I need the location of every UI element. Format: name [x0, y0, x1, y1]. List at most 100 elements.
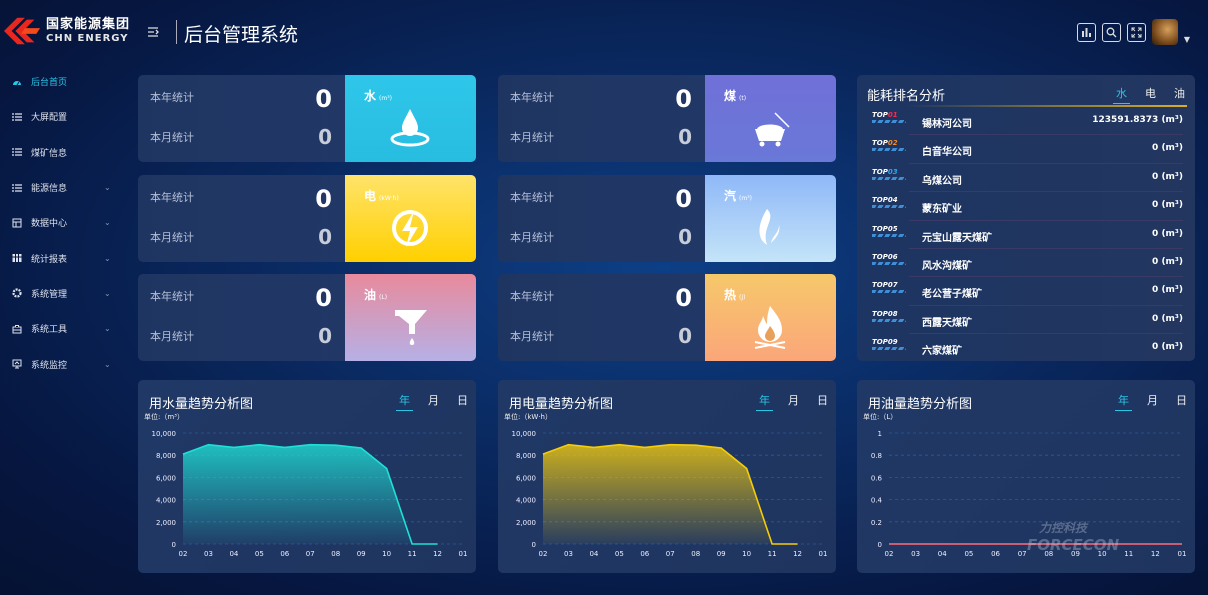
- tab-日[interactable]: 日: [1176, 394, 1187, 407]
- year-label: 本年统计: [150, 91, 194, 104]
- divider: [907, 105, 1187, 107]
- watermark-en: FORCECON: [1027, 536, 1120, 554]
- x-tick-label: 12: [793, 550, 802, 558]
- tab-月[interactable]: 月: [788, 394, 799, 407]
- rank-number: 02: [887, 139, 898, 148]
- year-value: 0: [675, 284, 692, 312]
- sidebar-item-5[interactable]: 统计报表 ⌄: [0, 240, 130, 275]
- sidebar-item-label: 数据中心: [31, 219, 68, 230]
- x-tick-label: 01: [819, 550, 828, 558]
- trend-chart-0: 用水量趋势分析图 年 月 日 单位:（m³） 0 2,000 4,000 6,000 8,00…: [138, 380, 476, 573]
- company-name: 风水沟煤矿: [922, 261, 972, 272]
- dashboard-icon: [12, 77, 22, 87]
- logo: 国家能源集团 CHN ENERGY: [4, 14, 130, 48]
- sidebar-item-0[interactable]: 后台首页: [0, 64, 130, 99]
- tab-月[interactable]: 月: [428, 394, 439, 407]
- y-tick-label: 1: [878, 430, 882, 438]
- rank-stripe: [872, 205, 906, 209]
- search-icon[interactable]: [1101, 22, 1121, 42]
- energy-name: 水: [364, 89, 377, 103]
- chevron-down-icon: ⌄: [104, 253, 111, 263]
- rank-stripe: [872, 176, 906, 180]
- chevron-down-icon: ⌄: [104, 288, 111, 298]
- year-label: 本年统计: [510, 91, 554, 104]
- divider: [909, 304, 1183, 306]
- x-tick-label: 12: [1151, 550, 1160, 558]
- tab-日[interactable]: 日: [817, 394, 828, 407]
- bar-chart-icon[interactable]: [1076, 22, 1096, 42]
- energy-ranking-panel: 能耗排名分析 水电油 TOP01 锡林河公司 123591.8373 (m³) …: [857, 75, 1195, 361]
- x-tick-label: 02: [179, 550, 188, 558]
- rank-prefix: TOP: [872, 309, 888, 318]
- y-tick-label: 0.8: [871, 452, 882, 460]
- month-value: 0: [678, 125, 692, 149]
- x-tick-label: 03: [564, 550, 573, 558]
- tab-月[interactable]: 月: [1147, 394, 1158, 407]
- sidebar-item-label: 后台首页: [31, 78, 68, 89]
- sidebar-item-4[interactable]: 数据中心 ⌄: [0, 205, 130, 240]
- sidebar-item-7[interactable]: 系统工具 ⌄: [0, 311, 130, 346]
- energy-unit: (L): [379, 294, 388, 301]
- sidebar-item-2[interactable]: 煤矿信息: [0, 135, 130, 170]
- x-tick-label: 08: [691, 550, 700, 558]
- company-name: 西露天煤矿: [922, 317, 972, 329]
- sidebar-item-6[interactable]: 系统管理 ⌄: [0, 276, 130, 311]
- month-value: 0: [678, 324, 692, 348]
- menu-fold-icon[interactable]: [147, 26, 159, 38]
- watermark-cn: 力控科技: [1039, 521, 1088, 535]
- sidebar-item-8[interactable]: 系统监控 ⌄: [0, 346, 130, 381]
- sidebar-item-3[interactable]: 能源信息 ⌄: [0, 170, 130, 205]
- rank-badge: TOP01: [872, 111, 898, 119]
- chevron-down-icon: ⌄: [104, 359, 111, 369]
- y-tick-label: 0: [878, 541, 882, 549]
- rank-prefix: TOP: [872, 224, 888, 233]
- x-tick-label: 04: [589, 550, 598, 558]
- year-value: 0: [675, 185, 692, 213]
- tab-年[interactable]: 年: [396, 392, 413, 411]
- rank-stripe: [872, 233, 906, 237]
- divider: [909, 333, 1183, 335]
- y-tick-label: 4,000: [156, 497, 176, 505]
- company-name: 蒙东矿业: [922, 204, 962, 216]
- month-label: 本月统计: [510, 231, 554, 244]
- consumption-value: 0 (m³): [1152, 313, 1183, 324]
- logo-cn: 国家能源集团: [46, 17, 131, 33]
- tab-油[interactable]: 油: [1174, 87, 1185, 100]
- x-tick-label: 05: [615, 550, 624, 558]
- tab-日[interactable]: 日: [457, 394, 468, 407]
- tab-电[interactable]: 电: [1145, 87, 1156, 100]
- rank-stripe: [872, 120, 906, 123]
- tab-年[interactable]: 年: [756, 392, 773, 411]
- ranking-row: TOP07 老公营子煤矿 0 (m³): [857, 277, 1195, 306]
- company-name: 锡林河公司: [922, 119, 972, 130]
- x-tick-label: 09: [717, 550, 726, 558]
- y-tick-label: 10,000: [512, 430, 537, 438]
- fire-icon: [754, 306, 786, 349]
- sidebar-item-label: 统计报表: [31, 254, 68, 265]
- caret-down-icon[interactable]: ▼: [1183, 34, 1190, 44]
- tab-年[interactable]: 年: [1115, 392, 1132, 411]
- sidebar-item-label: 煤矿信息: [31, 148, 68, 159]
- tab-水[interactable]: 水: [1113, 85, 1130, 104]
- rank-stripe: [872, 347, 906, 351]
- oil-funnel-icon: [395, 310, 427, 345]
- rank-number: 08: [887, 309, 898, 318]
- year-label: 本年统计: [510, 290, 554, 303]
- ranking-row: TOP03 乌煤公司 0 (m³): [857, 164, 1195, 193]
- year-value: 0: [315, 185, 332, 213]
- sidebar-item-1[interactable]: 大屏配置: [0, 99, 130, 134]
- y-tick-label: 8,000: [156, 452, 176, 460]
- toolbox-icon: [12, 324, 22, 334]
- x-tick-label: 07: [666, 550, 675, 558]
- x-tick-label: 10: [742, 550, 751, 558]
- sidebar-item-label: 系统工具: [31, 325, 68, 336]
- y-tick-label: 0: [532, 541, 536, 549]
- fullscreen-icon[interactable]: [1126, 22, 1146, 42]
- x-tick-label: 05: [255, 550, 264, 558]
- rank-badge: TOP08: [872, 310, 898, 318]
- rank-number: 01: [887, 111, 898, 119]
- avatar[interactable]: [1151, 19, 1178, 45]
- x-tick-label: 09: [1071, 550, 1080, 558]
- year-label: 本年统计: [510, 191, 554, 204]
- stat-card-3: 本年统计 0 本月统计 0 汽 (m³): [498, 175, 836, 262]
